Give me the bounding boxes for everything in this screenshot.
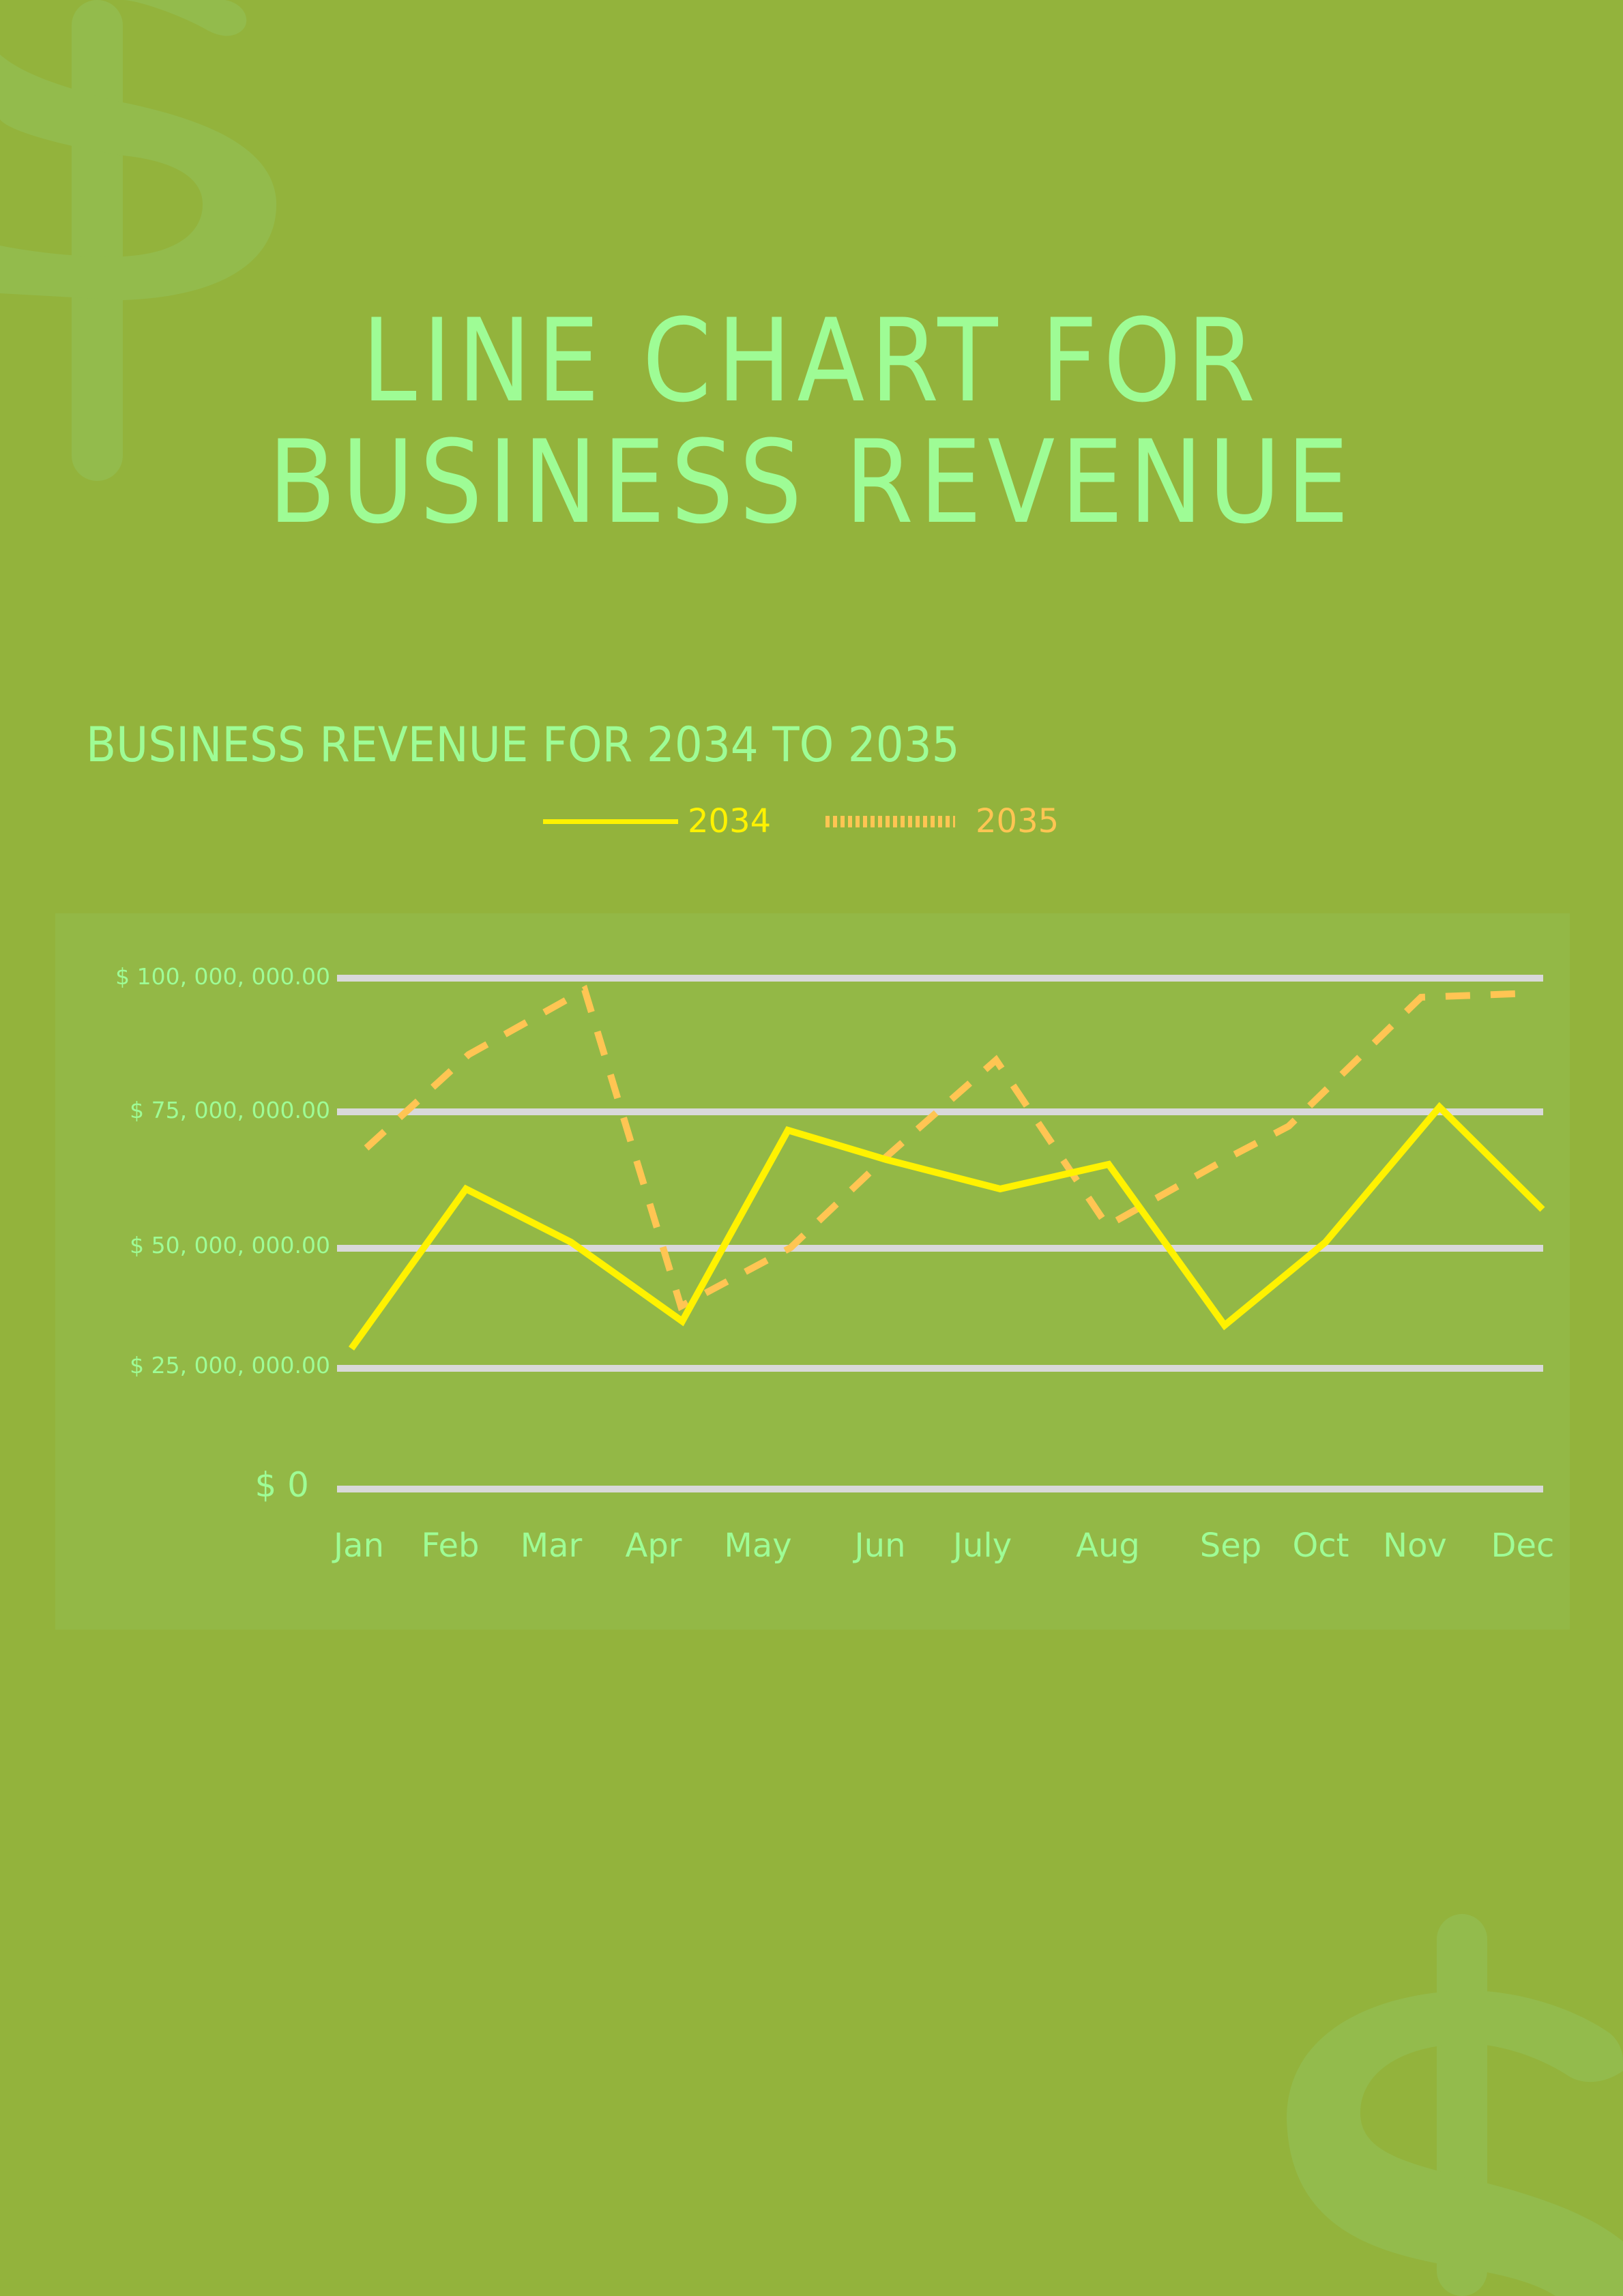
page-title-line-1: LINE CHART FOR [362,294,1261,428]
dollar-sign-icon-bottom-right [1287,1914,1623,2296]
x-tick-label: Feb [421,1527,480,1565]
x-tick-label: Sep [1199,1527,1262,1565]
x-tick-label: July [952,1527,1012,1565]
chart-subtitle: BUSINESS REVENUE FOR 2034 TO 2035 [86,717,960,773]
y-tick-label: $ 75, 000, 000.00 [130,1097,330,1123]
series-2035-line [364,984,1532,1312]
page-title-line-2: BUSINESS REVENUE [268,415,1355,549]
y-tick-label: $ 50, 000, 000.00 [130,1232,330,1259]
x-tick-label: Jan [334,1527,384,1565]
chart-panel [55,913,1570,1630]
x-tick-label: Nov [1383,1527,1447,1565]
x-tick-label: Mar [520,1527,583,1565]
x-tick-label: Jun [854,1527,906,1565]
legend-item-2035: 2035 [825,801,1059,842]
x-tick-label: Dec [1491,1527,1555,1565]
page-title: LINE CHART FOR BUSINESS REVENUE [114,300,1510,543]
legend-swatch-solid-icon [543,819,678,824]
y-tick-label: $ 25, 000, 000.00 [130,1352,330,1379]
x-tick-label: May [724,1527,792,1565]
legend-item-2034: 2034 [543,801,771,842]
y-tick-label: $ 100, 000, 000.00 [115,963,330,990]
gridlines [337,975,1543,1492]
y-tick-label: $ 0 [254,1465,309,1505]
legend-label: 2034 [688,802,772,840]
dollar-sign-icon-top-left [0,0,277,481]
x-tick-label: Apr [625,1527,682,1565]
series-2034-line [348,1102,1545,1351]
legend-swatch-dashed-icon [825,815,955,827]
x-tick-label: Oct [1292,1527,1349,1565]
x-tick-label: Aug [1076,1527,1140,1565]
legend-label: 2035 [976,802,1059,840]
